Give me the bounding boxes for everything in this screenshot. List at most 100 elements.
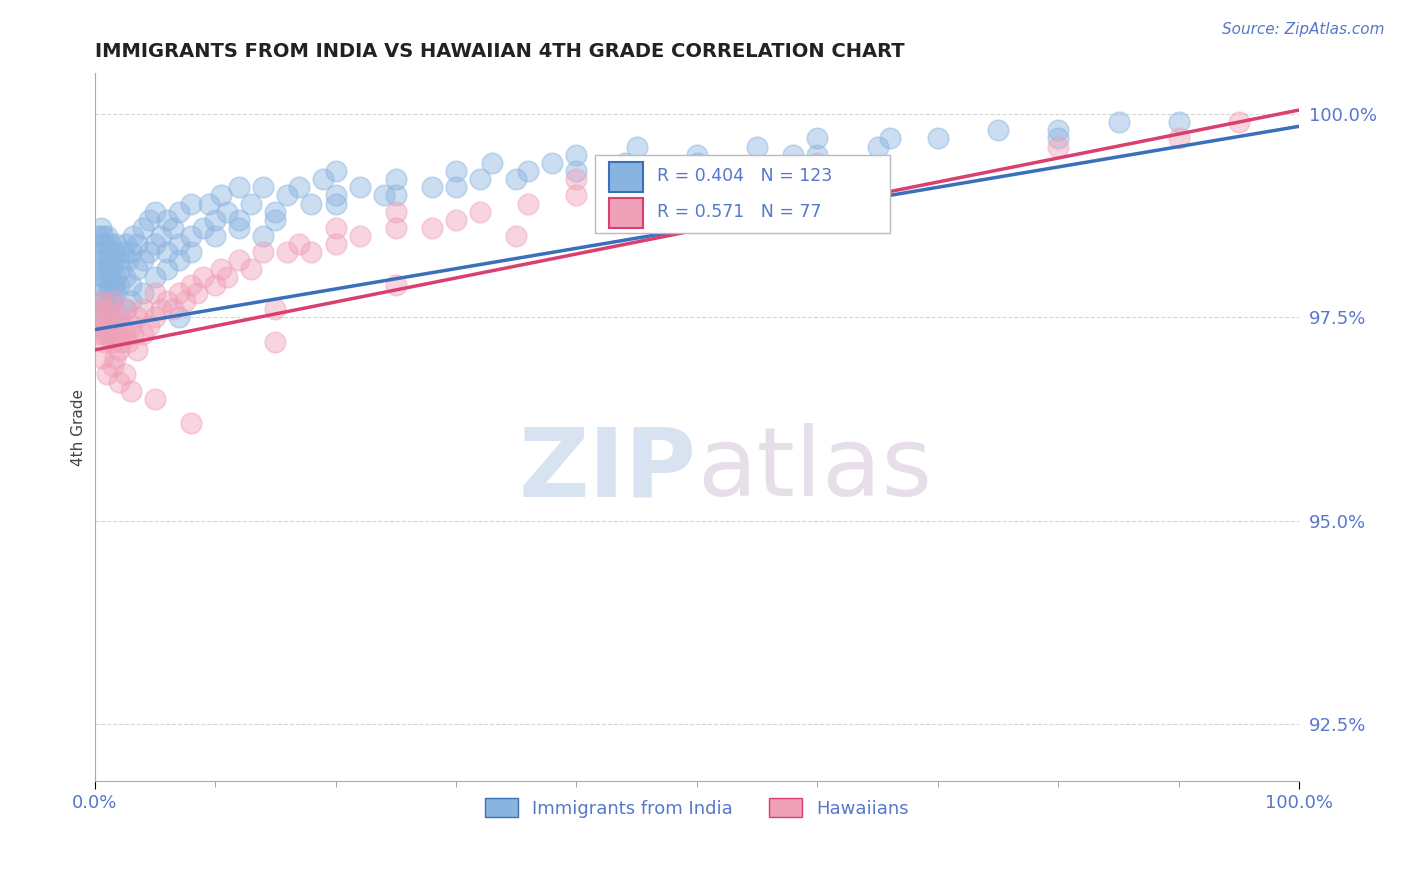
Y-axis label: 4th Grade: 4th Grade (72, 389, 86, 466)
Point (105, 237, 128, 252)
Point (105, 326, 128, 341)
Point (98, 277, 121, 292)
Point (156, 212, 179, 227)
Point (104, 269, 127, 284)
Point (101, 294, 124, 309)
Point (114, 326, 136, 341)
Point (132, 326, 155, 341)
Point (91, 310, 114, 325)
Point (143, 204, 166, 219)
Legend: Immigrants from India, Hawaiians: Immigrants from India, Hawaiians (478, 791, 915, 825)
Point (98, 245, 121, 260)
Point (117, 334, 139, 349)
Point (384, 172, 406, 186)
Point (481, 156, 503, 170)
Point (93, 294, 115, 309)
Point (162, 302, 184, 317)
Point (288, 237, 311, 252)
Point (228, 180, 250, 194)
Point (626, 139, 648, 153)
Point (686, 156, 709, 170)
Point (325, 188, 347, 202)
Text: atlas: atlas (697, 423, 932, 516)
Point (96, 261, 118, 276)
Point (110, 261, 132, 276)
Point (180, 245, 202, 260)
Point (420, 180, 443, 194)
Point (156, 294, 179, 309)
FancyBboxPatch shape (609, 198, 643, 228)
Point (167, 310, 190, 325)
Point (114, 269, 136, 284)
Point (120, 318, 142, 333)
Point (198, 196, 221, 211)
Point (517, 196, 540, 211)
Text: Source: ZipAtlas.com: Source: ZipAtlas.com (1222, 22, 1385, 37)
Point (89, 277, 111, 292)
Point (96, 318, 118, 333)
Point (745, 164, 768, 178)
Point (1227, 115, 1250, 129)
Point (87, 302, 110, 317)
Point (87, 229, 110, 244)
Point (96, 368, 118, 382)
Point (101, 253, 124, 268)
Point (132, 302, 155, 317)
Point (125, 310, 148, 325)
Point (565, 188, 588, 202)
Point (107, 277, 129, 292)
Point (626, 180, 648, 194)
Point (384, 221, 406, 235)
Point (186, 285, 208, 300)
Point (325, 221, 347, 235)
Point (505, 229, 527, 244)
Point (143, 310, 166, 325)
Point (98, 269, 121, 284)
Point (107, 376, 129, 390)
Point (710, 188, 733, 202)
Point (105, 285, 128, 300)
Point (104, 351, 127, 365)
Point (125, 261, 148, 276)
Point (98, 237, 121, 252)
Point (217, 204, 239, 219)
Point (101, 294, 124, 309)
Point (264, 212, 287, 227)
Point (806, 147, 828, 161)
Point (468, 204, 491, 219)
Point (138, 245, 160, 260)
Point (143, 392, 166, 406)
Point (90, 285, 112, 300)
Point (806, 156, 828, 170)
FancyBboxPatch shape (609, 162, 643, 192)
Point (107, 310, 129, 325)
Point (565, 147, 588, 161)
Point (444, 180, 467, 194)
Point (879, 131, 901, 145)
Point (866, 139, 889, 153)
Point (111, 318, 134, 333)
Point (384, 188, 406, 202)
Point (204, 277, 226, 292)
Point (252, 229, 274, 244)
Point (132, 253, 155, 268)
Point (120, 294, 142, 309)
Point (209, 261, 232, 276)
Point (132, 221, 155, 235)
Point (93, 253, 115, 268)
Point (228, 221, 250, 235)
Point (228, 212, 250, 227)
Point (240, 196, 263, 211)
Point (114, 302, 136, 317)
Point (115, 237, 138, 252)
Point (90, 351, 112, 365)
Point (468, 172, 491, 186)
Point (686, 147, 709, 161)
Point (1047, 139, 1070, 153)
Point (252, 180, 274, 194)
Point (866, 164, 889, 178)
Text: R = 0.571   N = 77: R = 0.571 N = 77 (657, 202, 821, 220)
Text: R = 0.404   N = 123: R = 0.404 N = 123 (657, 167, 832, 185)
Point (349, 229, 371, 244)
Point (204, 212, 226, 227)
